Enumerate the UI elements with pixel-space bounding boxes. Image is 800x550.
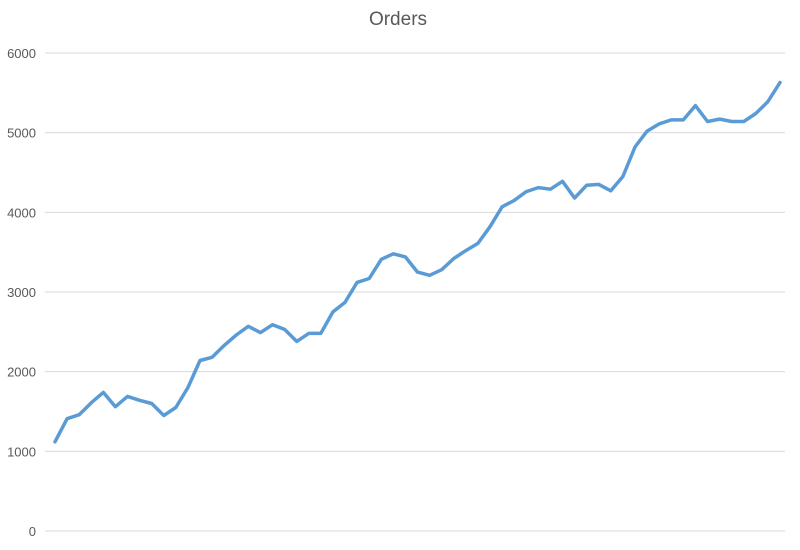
y-tick-label: 2000 xyxy=(7,365,36,380)
data-point-38 xyxy=(513,199,516,202)
data-point-11 xyxy=(186,386,189,389)
data-point-28 xyxy=(392,252,395,255)
data-point-17 xyxy=(259,331,262,334)
data-point-60 xyxy=(779,81,782,84)
data-point-1 xyxy=(66,417,69,420)
data-point-29 xyxy=(404,255,407,258)
data-point-37 xyxy=(501,205,504,208)
data-point-49 xyxy=(646,130,649,133)
data-point-36 xyxy=(489,225,492,228)
data-point-4 xyxy=(102,391,105,394)
y-tick-label: 4000 xyxy=(7,205,36,220)
y-tick-label: 6000 xyxy=(7,46,36,61)
data-point-24 xyxy=(344,301,347,304)
data-point-55 xyxy=(718,118,721,121)
data-point-22 xyxy=(319,332,322,335)
data-point-43 xyxy=(573,197,576,200)
data-point-56 xyxy=(730,120,733,123)
data-point-48 xyxy=(634,146,637,149)
data-point-19 xyxy=(283,328,286,331)
data-point-14 xyxy=(223,344,226,347)
gridlines xyxy=(45,52,785,532)
data-point-21 xyxy=(307,332,310,335)
y-tick-label: 1000 xyxy=(7,444,36,459)
data-point-12 xyxy=(199,359,202,362)
data-point-7 xyxy=(138,399,141,402)
data-point-40 xyxy=(537,186,540,189)
chart-title: Orders xyxy=(369,9,427,30)
data-point-2 xyxy=(78,413,81,416)
data-point-23 xyxy=(331,310,334,313)
data-point-9 xyxy=(162,414,165,417)
data-point-51 xyxy=(670,118,673,121)
data-point-30 xyxy=(416,271,419,274)
data-point-31 xyxy=(428,274,431,277)
data-point-18 xyxy=(271,323,274,326)
data-point-47 xyxy=(621,175,624,178)
data-point-59 xyxy=(766,100,769,103)
data-point-34 xyxy=(464,249,467,252)
y-tick-label: 3000 xyxy=(7,285,36,300)
data-point-39 xyxy=(525,190,528,193)
series-line-0 xyxy=(53,80,782,444)
data-point-15 xyxy=(235,334,238,337)
data-point-8 xyxy=(150,402,153,405)
data-point-10 xyxy=(174,406,177,409)
data-point-53 xyxy=(694,104,697,107)
data-point-6 xyxy=(126,395,129,398)
series-layer xyxy=(53,80,782,444)
data-point-5 xyxy=(114,405,117,408)
data-point-41 xyxy=(549,188,552,191)
data-point-27 xyxy=(380,258,383,261)
data-point-58 xyxy=(754,112,757,115)
data-point-46 xyxy=(609,189,612,192)
data-point-52 xyxy=(682,118,685,121)
data-point-35 xyxy=(476,242,479,245)
data-point-54 xyxy=(706,120,709,123)
data-point-44 xyxy=(585,184,588,187)
data-point-42 xyxy=(561,180,564,183)
data-point-20 xyxy=(295,340,298,343)
data-point-50 xyxy=(658,122,661,125)
data-point-32 xyxy=(440,268,443,271)
data-point-33 xyxy=(452,257,455,260)
data-point-26 xyxy=(368,277,371,280)
data-point-3 xyxy=(90,401,93,404)
data-point-16 xyxy=(247,325,250,328)
y-tick-label: 0 xyxy=(29,524,36,539)
data-point-25 xyxy=(356,281,359,284)
data-point-45 xyxy=(597,183,600,186)
data-point-57 xyxy=(742,120,745,123)
y-tick-label: 5000 xyxy=(7,126,36,141)
y-axis-tick-labels: 0 1000 2000 3000 4000 5000 6000 xyxy=(7,46,36,539)
data-point-13 xyxy=(211,356,214,359)
data-point-0 xyxy=(54,440,57,443)
